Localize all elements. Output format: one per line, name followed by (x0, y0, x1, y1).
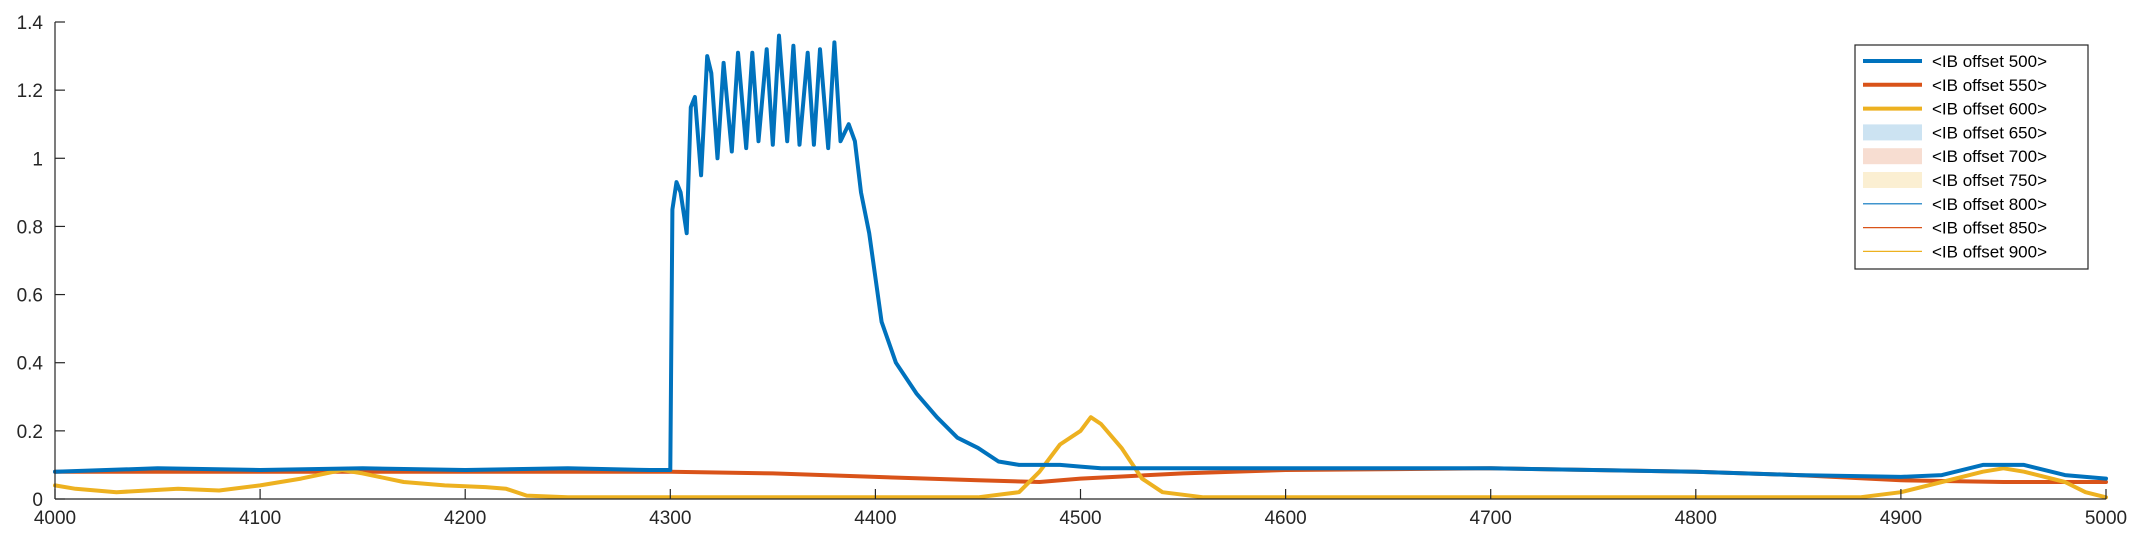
legend-label: <IB offset 600> (1932, 100, 2047, 119)
legend-item: <IB offset 750> (1863, 171, 2047, 190)
legend-swatch (1863, 124, 1922, 141)
legend-item: <IB offset 700> (1863, 147, 2047, 166)
x-tick-label: 4000 (34, 508, 76, 529)
x-tick-label: 4200 (444, 508, 486, 529)
y-tick-label: 1 (32, 149, 43, 170)
legend-item: <IB offset 500> (1863, 52, 2047, 71)
x-tick-label: 4100 (239, 508, 281, 529)
legend-label: <IB offset 750> (1932, 171, 2047, 190)
series-1 (53, 33, 2108, 481)
y-tick-label: 0.4 (17, 354, 44, 375)
series-line-3 (53, 415, 2108, 500)
axes: 4000 4100 4200 4300 4400 4500 4600 4700 4800 4900… (17, 13, 2128, 529)
y-tick-label: 1.2 (17, 81, 43, 102)
legend-label: <IB offset 850> (1932, 219, 2047, 238)
legend-item: <IB offset 900> (1863, 242, 2047, 261)
legend-item: <IB offset 850> (1863, 219, 2047, 238)
series-3 (53, 415, 2108, 500)
y-tick-label: 1.4 (17, 13, 44, 34)
legend-label: <IB offset 900> (1932, 242, 2047, 261)
legend-label: <IB offset 700> (1932, 147, 2047, 166)
y-tick-label: 0 (32, 490, 43, 511)
x-tick-label: 4300 (649, 508, 691, 529)
x-tick-label: 4600 (1264, 508, 1306, 529)
series-line-1 (53, 33, 2108, 481)
legend: <IB offset 500> <IB offset 550> <IB offset… (1854, 44, 2089, 270)
x-tick-label: 4800 (1675, 508, 1717, 529)
x-tick-label: 4400 (854, 508, 896, 529)
legend-box (1854, 44, 2089, 270)
legend-items: <IB offset 500> <IB offset 550> <IB offset… (1863, 52, 2047, 261)
legend-item: <IB offset 650> (1863, 123, 2047, 142)
legend-label: <IB offset 500> (1932, 52, 2047, 71)
plot-area: 4000 4100 4200 4300 4400 4500 4600 4700 4800 4900… (17, 13, 2128, 529)
legend-label: <IB offset 650> (1932, 123, 2047, 142)
x-tick-label: 5000 (2085, 508, 2127, 529)
x-tick-label: 4900 (1880, 508, 1922, 529)
series-layer (53, 33, 2108, 500)
x-tick-label: 4500 (1059, 508, 1101, 529)
y-tick-label: 0.8 (17, 217, 43, 238)
legend-label: <IB offset 800> (1932, 195, 2047, 214)
legend-swatch (1863, 172, 1922, 188)
legend-item: <IB offset 550> (1863, 76, 2047, 95)
legend-item: <IB offset 600> (1863, 100, 2047, 119)
legend-label: <IB offset 550> (1932, 76, 2047, 95)
x-tick-label: 4700 (1470, 508, 1512, 529)
legend-swatch (1863, 148, 1922, 165)
legend-item: <IB offset 800> (1863, 195, 2047, 214)
y-tick-label: 0.6 (17, 286, 43, 307)
y-tick-label: 0.2 (17, 422, 43, 443)
